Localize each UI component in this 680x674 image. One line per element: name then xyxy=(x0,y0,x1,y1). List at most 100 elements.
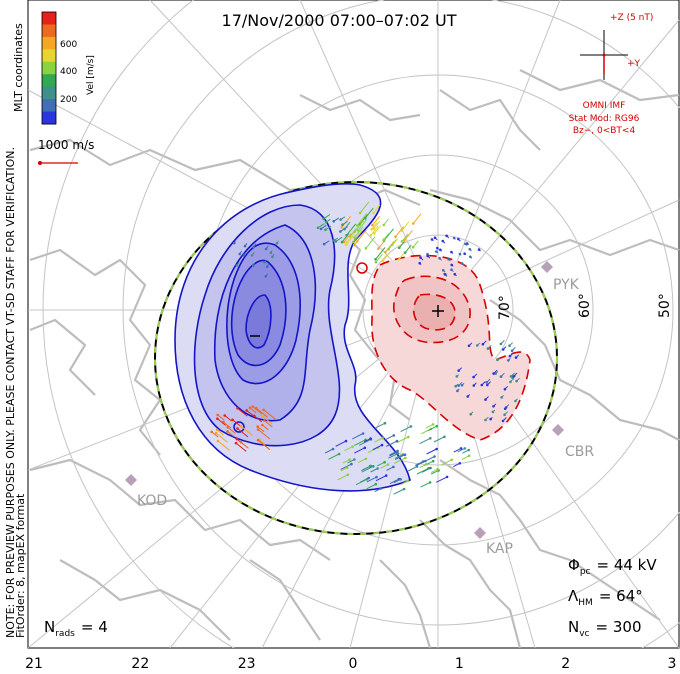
vector-line xyxy=(347,459,355,464)
vector-line xyxy=(343,232,352,243)
vector-line xyxy=(223,421,232,429)
vector-line xyxy=(382,253,389,262)
colorbar-segment xyxy=(42,24,56,38)
vector-line xyxy=(414,461,424,466)
vector-line xyxy=(466,243,469,246)
vector-line xyxy=(439,257,442,261)
vector-line xyxy=(373,220,381,229)
vector-line xyxy=(442,240,446,244)
vector-line xyxy=(476,342,481,346)
vector-line xyxy=(457,238,461,242)
vector-line xyxy=(487,344,492,349)
vector-line xyxy=(249,407,257,414)
vector-line xyxy=(352,433,364,440)
vector-line xyxy=(435,251,439,254)
colorbar-tick-400: 400 xyxy=(60,67,77,77)
station-marker-cbr xyxy=(552,424,564,436)
vector-line xyxy=(426,448,437,455)
vector-line xyxy=(323,214,331,220)
vector-line xyxy=(252,406,263,415)
vector-line xyxy=(236,261,240,266)
vector-line xyxy=(426,456,435,461)
vector-line xyxy=(340,467,348,472)
vector-line xyxy=(420,257,424,261)
vector-line xyxy=(257,426,265,433)
vector-line xyxy=(439,249,443,252)
vector-line xyxy=(224,415,232,422)
vector-line xyxy=(237,407,248,417)
vector-line xyxy=(340,226,348,232)
positive-potential-cell xyxy=(371,254,531,441)
latitude-label-70: 70° xyxy=(497,295,513,320)
mlt-tick-label: 2 xyxy=(561,656,570,672)
station-label-kap: KAP xyxy=(486,541,513,557)
vector-line xyxy=(389,478,400,485)
vector-line xyxy=(385,440,398,447)
vector-line xyxy=(235,442,247,452)
vector-line xyxy=(401,233,409,242)
vector-line xyxy=(395,226,405,238)
mlt-tick-label: 3 xyxy=(668,656,677,672)
vector-line xyxy=(510,372,515,377)
vector-line xyxy=(441,459,452,466)
imf-y-label: +Y xyxy=(627,59,641,69)
negative-potential-cell xyxy=(174,183,411,492)
vector-line xyxy=(325,225,332,231)
vector-line xyxy=(389,452,397,457)
vector-line xyxy=(393,488,405,495)
vector-line xyxy=(375,253,383,263)
vector-line xyxy=(404,230,413,241)
vector-line xyxy=(333,217,340,222)
vector-line xyxy=(427,255,431,259)
mlt-tick-label: 23 xyxy=(238,656,256,672)
vector-line xyxy=(427,425,437,432)
vector-line xyxy=(383,233,390,241)
vector-line xyxy=(258,439,266,445)
colorbar-outline xyxy=(41,11,57,125)
vector-line xyxy=(253,243,257,248)
vector-line xyxy=(246,410,255,417)
vector-line xyxy=(357,219,367,231)
vector-line xyxy=(253,415,263,423)
vector-line xyxy=(464,253,467,256)
station-label-kod: KOD xyxy=(137,493,167,509)
vector-line xyxy=(333,237,338,241)
colorbar-tick-200: 200 xyxy=(60,95,77,105)
colorbar-segment xyxy=(42,111,56,125)
vector-line xyxy=(396,436,409,444)
vector-line xyxy=(265,273,269,277)
vector-line xyxy=(461,455,470,461)
vector-line xyxy=(266,264,270,267)
vector-line xyxy=(467,394,471,397)
vector-line xyxy=(233,240,236,244)
vector-line xyxy=(515,398,518,402)
vector-line xyxy=(252,262,256,266)
vector-line xyxy=(257,429,271,440)
vector-line xyxy=(425,423,434,429)
reference-vector-label: 1000 m/s xyxy=(38,138,94,152)
vector-line xyxy=(457,447,466,453)
preview-note: NOTE: FOR PREVIEW PURPOSES ONLY. PLEASE … xyxy=(4,147,17,638)
vector-line xyxy=(469,248,472,252)
vector-line xyxy=(393,457,406,464)
vector-line xyxy=(501,395,504,398)
vector-line xyxy=(217,418,227,426)
station-marker-pyk xyxy=(541,261,553,273)
vector-line xyxy=(386,466,394,471)
model-line-2: Bz−, 0<BT<4 xyxy=(573,126,636,136)
vector-line xyxy=(482,340,487,345)
vector-line xyxy=(261,424,269,431)
vector-line xyxy=(412,213,422,224)
potential-min-marker xyxy=(233,421,245,433)
vector-line xyxy=(373,225,382,234)
vector-line xyxy=(240,441,249,449)
vector-line xyxy=(401,221,410,231)
vector-line xyxy=(211,431,219,438)
vector-line xyxy=(509,342,513,347)
vector-line xyxy=(394,454,404,459)
mlt-axis: 21 22 23 0 1 2 3 xyxy=(25,656,676,672)
vector-line xyxy=(371,222,378,230)
vector-line xyxy=(430,469,439,475)
vector-line xyxy=(244,242,248,247)
